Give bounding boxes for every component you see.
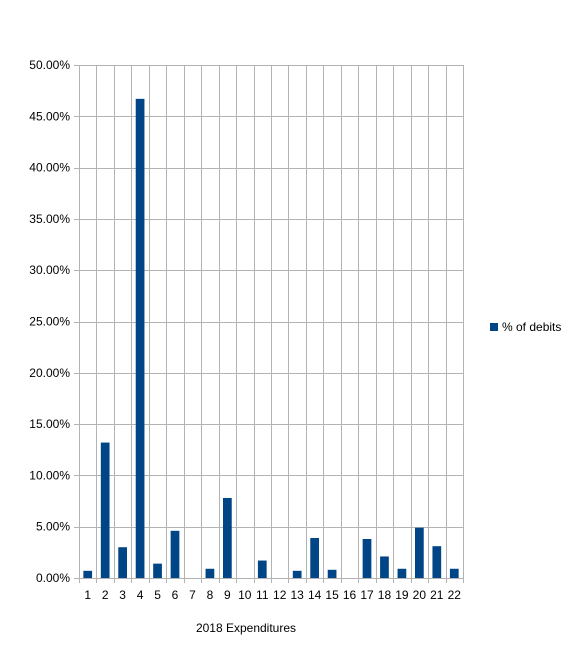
x-tick-label: 14 <box>308 588 322 602</box>
x-tick-label: 2 <box>102 588 109 602</box>
x-tick-label: 3 <box>119 588 126 602</box>
y-tick-label: 20.00% <box>29 366 70 380</box>
legend-label: % of debits <box>502 320 561 334</box>
bar-18 <box>380 556 389 578</box>
x-tick-label: 9 <box>224 588 231 602</box>
bar-11 <box>257 560 267 578</box>
bar-17 <box>362 539 372 578</box>
x-tick-label: 15 <box>325 588 339 602</box>
bar-3 <box>118 547 127 578</box>
bar-14 <box>310 537 319 578</box>
y-tick-label: 35.00% <box>29 212 70 226</box>
y-tick-label: 45.00% <box>29 109 70 123</box>
bar-13 <box>292 570 302 578</box>
x-axis-label: 2018 Expenditures <box>196 621 296 635</box>
x-tick-label: 5 <box>154 588 161 602</box>
x-axis-tick-labels: 1 2 3 4 5 6 7 8 9 10 11 12 13 14 15 16 17 18 19 20 21 22 <box>84 588 461 602</box>
bar-8 <box>205 568 215 578</box>
y-tick-label: 0.00% <box>36 571 70 585</box>
x-tick-label: 18 <box>378 588 392 602</box>
bar-15 <box>327 569 337 578</box>
x-tick-label: 12 <box>273 588 287 602</box>
y-axis-tick-labels: 0.00% 5.00% 10.00% 15.00% 20.00% 25.00% 30.00%… <box>29 58 70 585</box>
x-tick-label: 11 <box>256 588 269 602</box>
x-tick-label: 1 <box>84 588 91 602</box>
bar-1 <box>83 570 93 578</box>
y-tick-label: 30.00% <box>29 263 70 277</box>
bar-series <box>83 98 459 578</box>
x-tick-label: 19 <box>395 588 409 602</box>
y-tick-label: 15.00% <box>29 417 70 431</box>
legend-swatch <box>490 323 498 331</box>
x-tick-label: 22 <box>448 588 462 602</box>
bar-21 <box>432 546 442 578</box>
y-tick-label: 25.00% <box>29 315 70 329</box>
bar-2 <box>100 442 110 578</box>
x-tick-label: 16 <box>343 588 357 602</box>
x-tick-label: 7 <box>189 588 196 602</box>
legend: % of debits <box>490 320 561 334</box>
y-tick-label: 5.00% <box>36 520 70 534</box>
x-tick-label: 6 <box>172 588 179 602</box>
x-tick-label: 10 <box>238 588 252 602</box>
y-tick-label: 10.00% <box>29 468 70 482</box>
x-tick-label: 20 <box>413 588 427 602</box>
grid-lines <box>74 65 464 583</box>
bar-6 <box>170 530 180 578</box>
x-tick-label: 8 <box>207 588 214 602</box>
x-tick-label: 4 <box>137 588 144 602</box>
bar-19 <box>397 568 407 578</box>
bar-20 <box>415 527 424 578</box>
x-tick-label: 17 <box>360 588 374 602</box>
bar-22 <box>449 568 459 578</box>
x-tick-label: 13 <box>291 588 305 602</box>
x-tick-label: 21 <box>430 588 444 602</box>
y-tick-label: 40.00% <box>29 161 70 175</box>
y-tick-label: 50.00% <box>29 58 70 72</box>
bar-9 <box>223 497 232 578</box>
bar-5 <box>153 563 162 578</box>
bar-4 <box>135 98 145 578</box>
